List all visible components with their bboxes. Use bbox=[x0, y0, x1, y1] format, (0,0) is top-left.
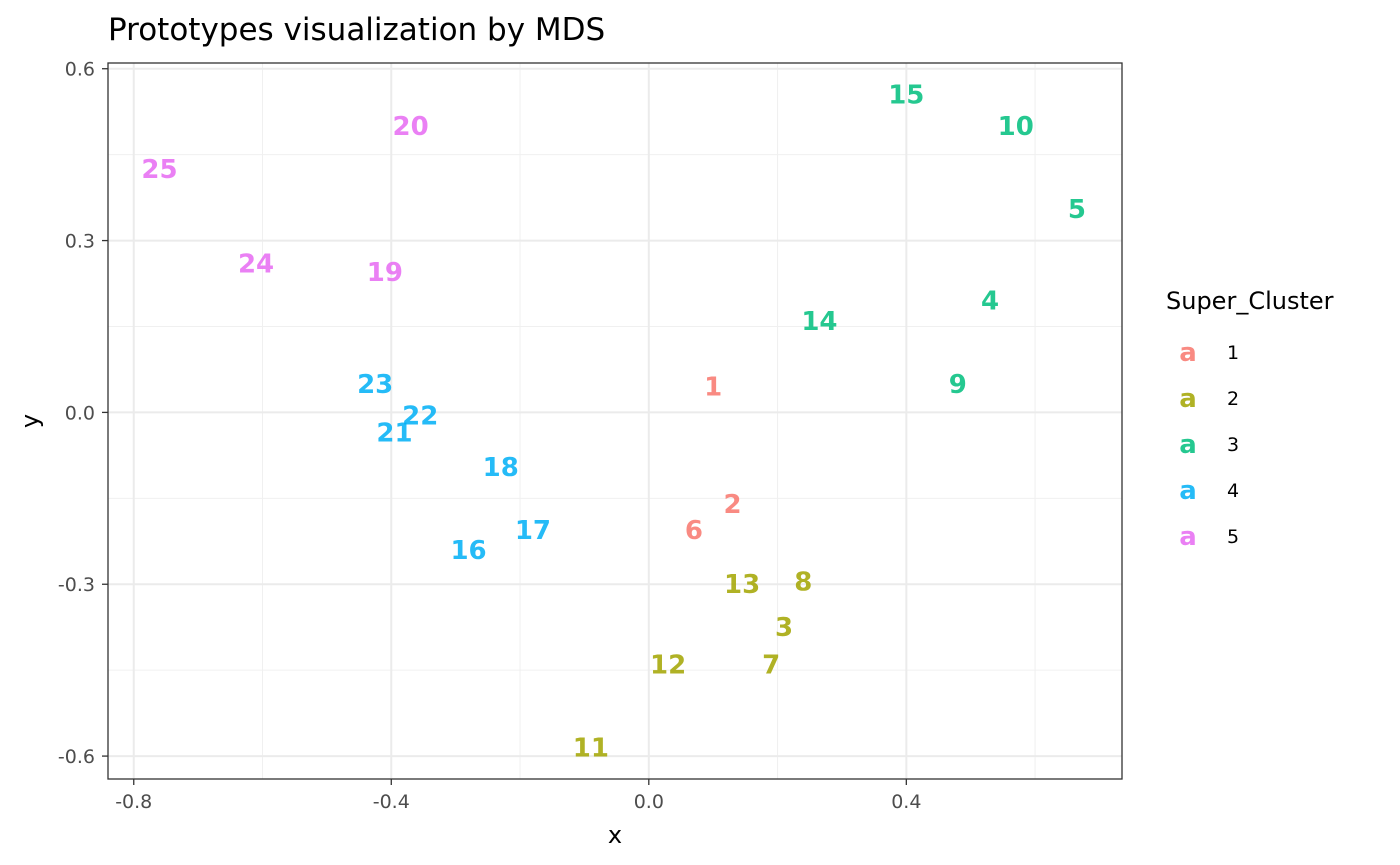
point-label-14: 14 bbox=[801, 307, 837, 337]
legend-key-1: a bbox=[1179, 338, 1197, 368]
x-tick-label: -0.8 bbox=[115, 791, 152, 813]
panel-background bbox=[108, 63, 1122, 779]
point-label-21: 21 bbox=[376, 418, 412, 448]
point-label-6: 6 bbox=[685, 516, 703, 546]
point-label-18: 18 bbox=[483, 453, 519, 483]
legend-label-2: 2 bbox=[1227, 388, 1239, 410]
point-label-10: 10 bbox=[998, 112, 1034, 142]
legend: Super_Cluster a 1 a 2 a 3 a 4 a 5 bbox=[1166, 287, 1334, 552]
point-label-24: 24 bbox=[238, 249, 274, 279]
y-tick-label: 0.3 bbox=[65, 231, 95, 253]
x-tick-label: 0.4 bbox=[891, 791, 921, 813]
y-tick-label: 0.6 bbox=[65, 59, 95, 81]
point-label-5: 5 bbox=[1068, 195, 1086, 225]
point-label-22: 22 bbox=[402, 401, 438, 431]
x-tick-label: 0.0 bbox=[634, 791, 664, 813]
legend-label-4: 4 bbox=[1227, 480, 1239, 502]
legend-key-3: a bbox=[1179, 430, 1197, 460]
grid-major bbox=[108, 63, 1122, 779]
point-label-12: 12 bbox=[650, 650, 686, 680]
x-axis: -0.8 -0.4 0.0 0.4 bbox=[115, 779, 921, 813]
point-label-20: 20 bbox=[392, 112, 428, 142]
legend-label-3: 3 bbox=[1227, 434, 1239, 456]
point-label-7: 7 bbox=[762, 650, 780, 680]
point-label-25: 25 bbox=[141, 155, 177, 185]
legend-entries: a 1 a 2 a 3 a 4 a 5 bbox=[1179, 338, 1239, 552]
chart-title: Prototypes visualization by MDS bbox=[108, 12, 605, 48]
grid-minor bbox=[108, 63, 1122, 779]
y-axis: -0.6 -0.3 0.0 0.3 0.6 bbox=[58, 59, 108, 768]
point-label-15: 15 bbox=[888, 81, 924, 111]
point-label-11: 11 bbox=[573, 733, 609, 763]
point-label-8: 8 bbox=[794, 567, 812, 597]
x-tick-label: -0.4 bbox=[373, 791, 410, 813]
x-axis-title: x bbox=[608, 821, 622, 849]
plot-panel: 1263781112134591014151617182122231920242… bbox=[107, 62, 1123, 780]
legend-label-1: 1 bbox=[1227, 342, 1239, 364]
panel-border bbox=[107, 62, 1123, 780]
y-tick-label: -0.6 bbox=[58, 746, 95, 768]
point-label-23: 23 bbox=[357, 370, 393, 400]
legend-label-5: 5 bbox=[1227, 526, 1239, 548]
legend-title: Super_Cluster bbox=[1166, 287, 1334, 315]
legend-key-2: a bbox=[1179, 384, 1197, 414]
point-label-19: 19 bbox=[367, 258, 403, 288]
point-label-2: 2 bbox=[723, 490, 741, 520]
y-tick-label: 0.0 bbox=[65, 402, 95, 424]
data-point-labels: 1263781112134591014151617182122231920242… bbox=[141, 81, 1086, 764]
point-label-4: 4 bbox=[981, 287, 999, 317]
point-label-13: 13 bbox=[724, 570, 760, 600]
point-label-17: 17 bbox=[515, 516, 551, 546]
legend-key-4: a bbox=[1179, 476, 1197, 506]
point-label-1: 1 bbox=[704, 373, 722, 403]
y-axis-title: y bbox=[16, 414, 44, 428]
point-label-16: 16 bbox=[450, 536, 486, 566]
y-tick-label: -0.3 bbox=[58, 574, 95, 596]
legend-key-5: a bbox=[1179, 522, 1197, 552]
point-label-3: 3 bbox=[775, 613, 793, 643]
point-label-9: 9 bbox=[949, 370, 967, 400]
